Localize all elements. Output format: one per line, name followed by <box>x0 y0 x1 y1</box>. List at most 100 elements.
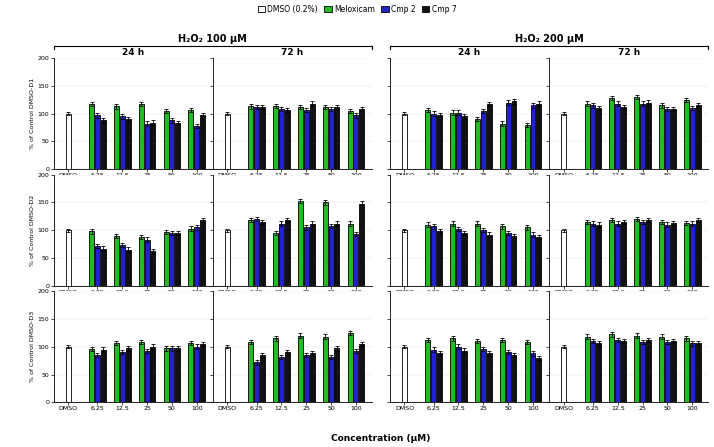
Bar <box>634 219 639 286</box>
Bar <box>151 347 156 402</box>
Bar <box>151 251 156 286</box>
Bar <box>690 224 695 286</box>
Bar <box>254 362 259 402</box>
Bar <box>120 245 125 286</box>
Bar <box>621 222 626 286</box>
Bar <box>684 338 689 402</box>
Bar <box>353 351 358 402</box>
Bar <box>437 231 442 286</box>
Bar <box>194 126 199 169</box>
Bar <box>273 233 278 286</box>
Bar <box>254 219 259 286</box>
Bar <box>348 224 353 286</box>
Bar <box>323 107 328 169</box>
Bar <box>487 354 492 402</box>
Bar <box>659 105 664 169</box>
Bar <box>609 98 614 169</box>
Bar <box>525 342 530 402</box>
Bar <box>481 349 486 402</box>
Bar <box>585 222 590 286</box>
Bar <box>279 357 284 402</box>
Bar <box>323 202 328 286</box>
Bar <box>609 334 614 402</box>
Bar <box>348 111 353 169</box>
Bar <box>590 105 595 169</box>
Bar <box>690 343 695 402</box>
Bar <box>475 224 480 286</box>
Bar <box>175 348 180 402</box>
Bar <box>254 107 259 169</box>
Bar <box>359 344 364 402</box>
Bar <box>188 110 193 169</box>
Bar <box>690 108 695 169</box>
Bar <box>585 337 590 402</box>
Bar <box>164 232 169 286</box>
Bar <box>402 114 407 169</box>
Bar <box>475 119 480 169</box>
Bar <box>596 343 601 402</box>
Bar <box>596 108 601 169</box>
Bar <box>640 104 645 169</box>
Bar <box>640 342 645 402</box>
Bar <box>665 225 670 286</box>
Bar <box>225 230 230 286</box>
Bar <box>615 224 620 286</box>
Bar <box>615 340 620 402</box>
Bar <box>359 203 364 286</box>
Bar <box>188 343 193 402</box>
Bar <box>144 240 149 286</box>
Bar <box>684 100 689 169</box>
Bar <box>531 235 536 286</box>
Bar <box>487 104 492 169</box>
Bar <box>200 220 205 286</box>
Bar <box>426 340 431 402</box>
Bar <box>659 222 664 286</box>
Bar <box>279 109 284 169</box>
Text: 72 h: 72 h <box>618 48 640 57</box>
Bar <box>536 237 541 286</box>
Bar <box>506 352 511 402</box>
Bar <box>114 343 119 402</box>
Bar <box>506 233 511 286</box>
Bar <box>670 109 675 169</box>
Bar <box>95 355 100 402</box>
Bar <box>273 106 278 169</box>
Bar <box>114 106 119 169</box>
Bar <box>285 352 290 402</box>
Bar <box>487 235 492 286</box>
Bar <box>596 225 601 286</box>
Bar <box>200 115 205 169</box>
Bar <box>500 226 505 286</box>
Bar <box>126 119 131 169</box>
Text: Concentration (μM): Concentration (μM) <box>331 434 431 443</box>
Bar <box>450 113 455 169</box>
Bar <box>462 117 467 169</box>
Bar <box>66 230 71 286</box>
Bar <box>225 347 230 402</box>
Bar <box>670 223 675 286</box>
Bar <box>334 107 339 169</box>
Bar <box>310 224 315 286</box>
Bar <box>646 220 651 286</box>
Bar <box>475 341 480 402</box>
Bar <box>200 344 205 402</box>
Bar <box>431 226 436 286</box>
Bar <box>561 230 566 286</box>
Bar <box>66 347 71 402</box>
Bar <box>248 220 253 286</box>
Bar <box>481 230 486 286</box>
Bar <box>95 246 100 286</box>
Bar <box>615 104 620 169</box>
Bar <box>144 124 149 169</box>
Bar <box>695 343 700 402</box>
Bar <box>500 124 505 169</box>
Bar <box>188 228 193 286</box>
Bar <box>456 347 461 402</box>
Y-axis label: % of Control DMSO-D1: % of Control DMSO-D1 <box>30 78 35 149</box>
Bar <box>536 104 541 169</box>
Bar <box>101 120 106 169</box>
Bar <box>590 341 595 402</box>
Bar <box>260 355 265 402</box>
Bar <box>456 113 461 169</box>
Bar <box>248 342 253 402</box>
